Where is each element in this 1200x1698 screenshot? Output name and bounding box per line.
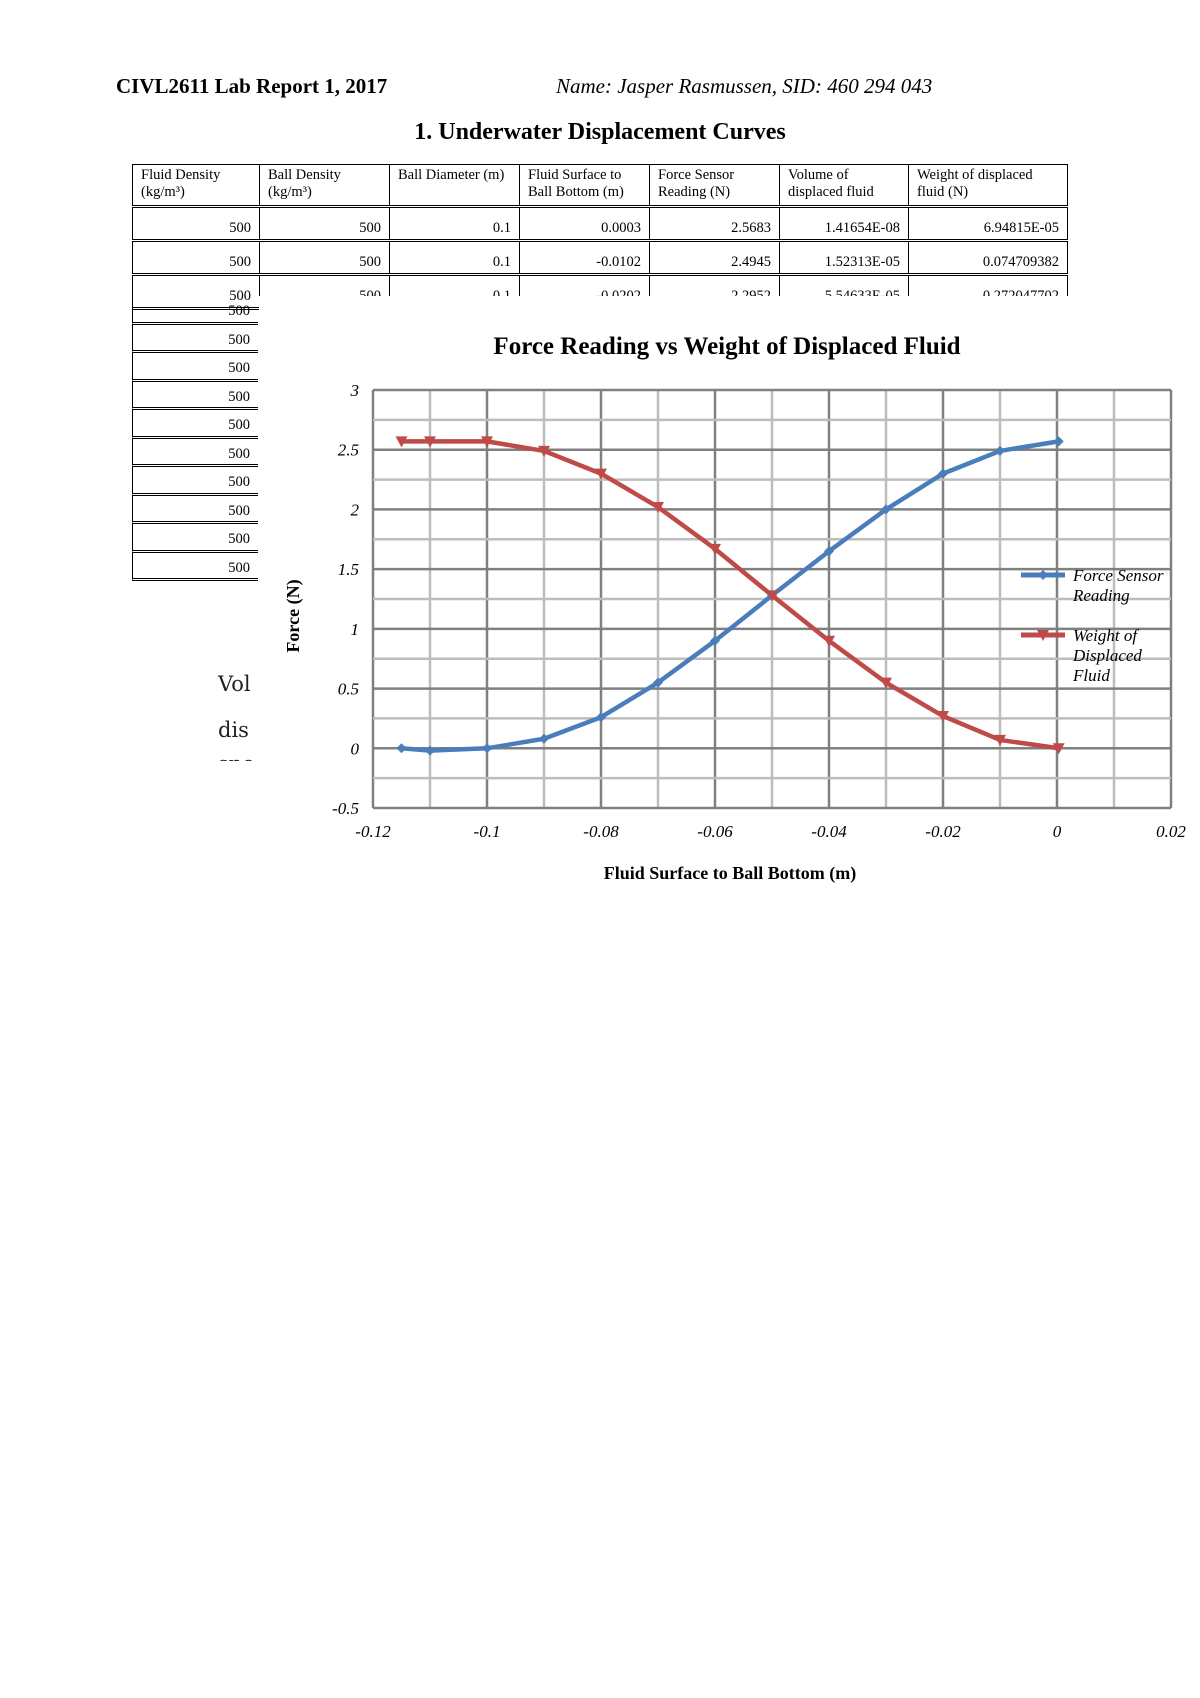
y-tick-label: 1.5 [338, 560, 359, 579]
table-cell: 500 [132, 438, 258, 467]
table-cell: 6.94815E-05 [908, 206, 1068, 242]
table-cell: 500 [132, 324, 258, 353]
x-tick-label: -0.02 [925, 822, 961, 841]
table-cell: 500 [132, 206, 260, 242]
chart-title: Force Reading vs Weight of Displaced Flu… [493, 333, 960, 360]
student-name: Name: Jasper Rasmussen, SID: 460 294 043 [556, 74, 933, 98]
column-header: Ball Density (kg/m³) [259, 164, 390, 208]
column-header: Volume of displaced fluid [779, 164, 909, 208]
stray-text: Vol [218, 672, 251, 696]
series-line [401, 439, 1060, 753]
data-point-triangle [709, 543, 721, 555]
data-point-triangle [395, 436, 408, 448]
data-point-diamond [596, 712, 606, 723]
chart-svg: Force Reading vs Weight of Displaced Flu… [283, 333, 1186, 884]
table-cell: 1.41654E-08 [779, 206, 909, 242]
data-point-triangle [481, 436, 493, 448]
data-point-diamond [881, 504, 891, 515]
x-tick-label: -0.08 [583, 822, 619, 841]
data-point-diamond [1053, 436, 1064, 447]
data-point-triangle [937, 711, 949, 723]
y-tick-label: 2 [351, 500, 360, 519]
table-cell: 0.074709382 [908, 240, 1068, 276]
y-tick-label: 2.5 [338, 441, 359, 460]
column-header: Weight of displaced fluid (N) [908, 164, 1068, 208]
x-tick-label: 0 [1053, 822, 1062, 841]
data-point-diamond [938, 468, 948, 479]
y-tick-label: 0.5 [338, 680, 359, 699]
table-cell: 0.0003 [519, 206, 650, 242]
table-cell: 500 [259, 240, 390, 276]
data-point-diamond [1038, 570, 1048, 580]
data-point-diamond [539, 733, 549, 744]
table-row: 500 500 0.1 0.0003 2.5683 1.41654E-08 6.94815E… [132, 206, 1068, 242]
data-point-triangle [595, 468, 607, 480]
data-point-triangle [766, 590, 778, 602]
data-point-triangle [1052, 743, 1065, 755]
table-cell: 500 [132, 353, 258, 382]
data-point-diamond [482, 743, 492, 754]
table-cell: 500 [132, 240, 260, 276]
data-point-triangle [1037, 630, 1049, 641]
y-tick-label: 3 [350, 381, 360, 400]
table-cell: 2.4945 [649, 240, 780, 276]
x-tick-label: -0.06 [697, 822, 733, 841]
data-point-triangle [652, 502, 664, 514]
y-tick-label: 0 [351, 739, 360, 758]
data-point-diamond [824, 546, 834, 557]
table-cell: 500 [132, 410, 258, 439]
x-axis-title: Fluid Surface to Ball Bottom (m) [604, 863, 856, 884]
report-header: CIVL2611 Lab Report 1, 2017 [116, 74, 388, 98]
stray-text: dis [218, 718, 249, 742]
x-tick-label: -0.1 [474, 822, 501, 841]
table-cell: 500 [132, 495, 258, 524]
table-header-row: Fluid Density (kg/m³) Ball Density (kg/m³… [132, 164, 1068, 208]
table-cell: 500 [132, 296, 258, 325]
table-cell: 500 [259, 206, 390, 242]
table-cell: 2.5683 [649, 206, 780, 242]
data-point-triangle [823, 635, 835, 647]
y-tick-label: -0.5 [332, 799, 359, 818]
chart: Force Reading vs Weight of Displaced Flu… [259, 296, 1200, 916]
stray-text: spe [218, 752, 255, 761]
y-axis-title: Force (N) [283, 579, 304, 652]
table-cell: -0.0102 [519, 240, 650, 276]
table-cell: 0.1 [389, 240, 520, 276]
data-point-triangle [994, 734, 1006, 746]
table-cell: 500 [132, 381, 258, 410]
data-point-triangle [880, 677, 892, 689]
x-tick-label: 0.02 [1156, 822, 1186, 841]
table-cell: 0.1 [389, 206, 520, 242]
data-point-diamond [995, 445, 1005, 456]
x-tick-label: -0.12 [355, 822, 391, 841]
x-tick-label: -0.04 [811, 822, 847, 841]
data-point-diamond [425, 745, 435, 756]
table-cell: 500 [132, 274, 260, 310]
legend-label: Force Sensor Reading [1072, 566, 1164, 605]
data-point-diamond [396, 743, 407, 754]
column-header: Fluid Density (kg/m³) [132, 164, 260, 208]
data-point-diamond [710, 635, 720, 646]
series-line [401, 439, 1060, 751]
column-header: Force Sensor Reading (N) [649, 164, 780, 208]
column-header: Fluid Surface to Ball Bottom (m) [519, 164, 650, 208]
data-point-triangle [424, 436, 436, 448]
section-title: 1. Underwater Displacement Curves [414, 119, 786, 145]
partial-rows: 500 500 500 500 500 500 500 500 500 500 [132, 296, 258, 581]
data-point-diamond [653, 677, 663, 688]
data-table: Fluid Density (kg/m³) Ball Density (kg/m³… [132, 164, 1068, 310]
table-cell: 1.52313E-05 [779, 240, 909, 276]
data-point-triangle [538, 445, 550, 457]
legend-label: Weight of Displaced Fluid [1072, 626, 1142, 685]
table-cell: 500 [132, 524, 258, 553]
table-cell: 500 [132, 552, 258, 581]
table-cell: 500 [132, 467, 258, 496]
table-row: 500 500 0.1 -0.0102 2.4945 1.52313E-05 0.07470… [132, 240, 1068, 276]
y-tick-label: 1 [351, 620, 360, 639]
column-header: Ball Diameter (m) [389, 164, 520, 208]
